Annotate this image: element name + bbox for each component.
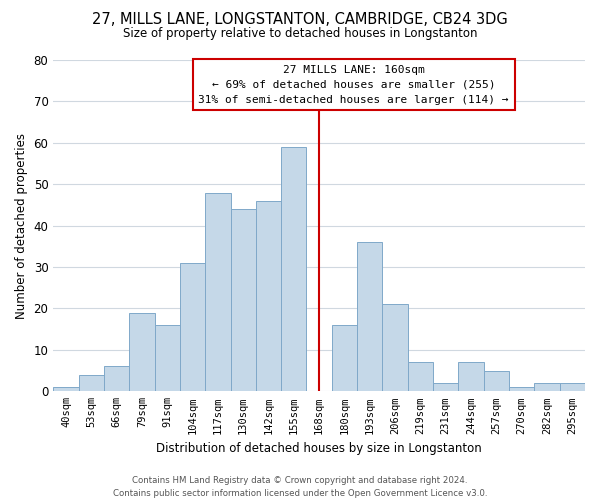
Bar xyxy=(433,383,458,392)
Bar xyxy=(230,209,256,392)
Bar xyxy=(357,242,382,392)
Bar xyxy=(281,147,307,392)
Bar xyxy=(79,374,104,392)
Bar xyxy=(332,325,357,392)
Text: Contains HM Land Registry data © Crown copyright and database right 2024.
Contai: Contains HM Land Registry data © Crown c… xyxy=(113,476,487,498)
Bar xyxy=(129,312,155,392)
Bar xyxy=(408,362,433,392)
Bar xyxy=(484,370,509,392)
Bar xyxy=(180,263,205,392)
Bar xyxy=(205,192,230,392)
Bar xyxy=(382,304,408,392)
Y-axis label: Number of detached properties: Number of detached properties xyxy=(15,132,28,318)
Bar xyxy=(256,201,281,392)
Text: 27, MILLS LANE, LONGSTANTON, CAMBRIDGE, CB24 3DG: 27, MILLS LANE, LONGSTANTON, CAMBRIDGE, … xyxy=(92,12,508,28)
X-axis label: Distribution of detached houses by size in Longstanton: Distribution of detached houses by size … xyxy=(156,442,482,455)
Bar xyxy=(155,325,180,392)
Bar xyxy=(458,362,484,392)
Text: Size of property relative to detached houses in Longstanton: Size of property relative to detached ho… xyxy=(123,28,477,40)
Bar xyxy=(560,383,585,392)
Bar xyxy=(535,383,560,392)
Bar xyxy=(509,387,535,392)
Bar xyxy=(104,366,129,392)
Text: 27 MILLS LANE: 160sqm
← 69% of detached houses are smaller (255)
31% of semi-det: 27 MILLS LANE: 160sqm ← 69% of detached … xyxy=(199,65,509,104)
Bar xyxy=(53,387,79,392)
